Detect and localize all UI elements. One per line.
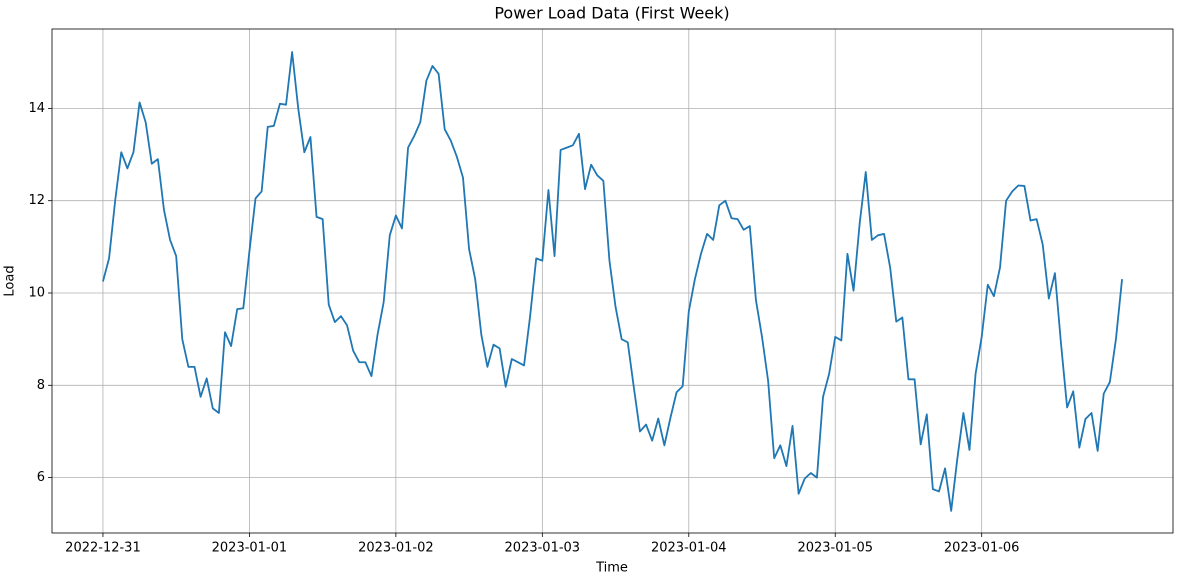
x-tick-label: 2023-01-05	[797, 541, 873, 556]
x-tick-label: 2022-12-31	[65, 541, 141, 556]
plot-frame	[51, 28, 1174, 534]
x-tick-label: 2023-01-04	[651, 541, 727, 556]
y-tick-label: 10	[28, 286, 45, 301]
y-tick-label: 12	[28, 193, 45, 208]
data-line	[102, 51, 1123, 512]
x-tick-label: 2023-01-03	[505, 541, 581, 556]
x-tick-label: 2023-01-06	[944, 541, 1020, 556]
y-tick-label: 8	[37, 378, 45, 393]
x-axis-label: Time	[595, 561, 628, 576]
x-tick-label: 2023-01-01	[212, 541, 288, 556]
y-axis-label: Load	[3, 265, 18, 296]
chart-title: Power Load Data (First Week)	[494, 4, 729, 23]
y-tick-label: 6	[37, 470, 45, 485]
x-tick-label: 2023-01-02	[358, 541, 434, 556]
y-tick-label: 14	[28, 101, 45, 116]
